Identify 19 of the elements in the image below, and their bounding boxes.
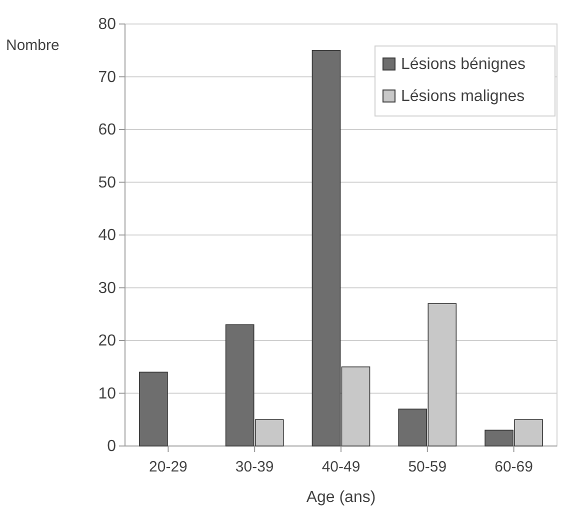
y-tick-label: 30: [98, 280, 116, 297]
bar: [139, 372, 168, 446]
y-tick-label: 0: [107, 438, 116, 456]
x-tick-label: 40-49: [322, 458, 360, 476]
y-tick-label: 80: [98, 16, 116, 34]
y-tick-label: 50: [98, 174, 116, 192]
legend-label: Lésions bénignes: [401, 56, 526, 73]
x-tick-label: 60-69: [494, 458, 533, 476]
x-axis-title: Age (ans): [306, 489, 376, 506]
y-tick-label: 60: [98, 122, 116, 139]
y-tick-label: 10: [98, 385, 116, 402]
y-axis-title: Nombre: [6, 37, 60, 54]
y-tick-label: 70: [98, 68, 116, 86]
x-tick-label: 30-39: [235, 458, 274, 476]
y-tick-label: 20: [98, 332, 116, 350]
x-tick-label: 20-29: [149, 458, 188, 476]
x-tick-label: 50-59: [408, 458, 447, 476]
y-tick-label: 40: [98, 227, 116, 244]
legend-label: Lésions malignes: [401, 88, 525, 105]
